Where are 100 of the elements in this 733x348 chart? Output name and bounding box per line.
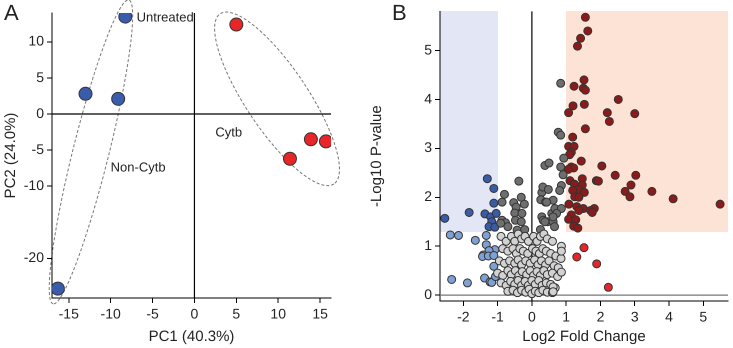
point <box>464 208 474 217</box>
point <box>470 236 480 245</box>
point <box>564 108 574 118</box>
y-tick-label: 1 <box>424 237 432 254</box>
x-tick-label: 10 <box>270 305 286 322</box>
annotation: Non-Cytb <box>110 160 166 175</box>
point <box>604 282 613 292</box>
x-tick-label: 2 <box>596 308 605 324</box>
y-tick-label: 4 <box>424 90 432 106</box>
point <box>568 101 578 110</box>
point <box>482 230 491 240</box>
point <box>610 170 620 180</box>
x-tick-label: -2 <box>457 308 470 324</box>
point <box>282 152 297 166</box>
point <box>580 100 589 109</box>
point <box>454 230 464 240</box>
point <box>489 251 498 260</box>
x-tick-label: 0 <box>190 305 199 322</box>
point <box>52 282 65 296</box>
point <box>516 217 526 226</box>
point <box>580 243 588 252</box>
point <box>576 156 586 166</box>
point <box>626 180 636 190</box>
point <box>614 94 623 104</box>
point <box>517 208 526 218</box>
point <box>647 186 656 196</box>
x-axis-title: Log2 Fold Change <box>522 328 646 346</box>
point <box>462 278 472 288</box>
point <box>555 186 564 195</box>
point <box>574 206 584 215</box>
point <box>498 198 507 207</box>
point <box>602 108 612 118</box>
point <box>580 188 589 197</box>
point <box>440 214 450 223</box>
point <box>304 132 318 146</box>
point <box>503 222 512 232</box>
point <box>489 184 498 193</box>
x-tick-label: 15 <box>312 305 328 322</box>
y-axis-title: PC2 (24.0%) <box>2 112 20 198</box>
point <box>564 200 574 209</box>
x-tick-label: 3 <box>630 308 639 324</box>
y-tick-label: -10 <box>24 177 44 194</box>
point <box>550 222 560 232</box>
point <box>597 161 606 170</box>
point <box>482 174 492 184</box>
point <box>558 170 568 180</box>
point <box>568 132 578 142</box>
point <box>496 218 506 228</box>
point <box>78 86 93 101</box>
y-tick-label: 0 <box>36 104 44 121</box>
point <box>580 75 588 84</box>
point <box>580 124 590 134</box>
point <box>625 192 634 202</box>
point <box>447 274 456 284</box>
point <box>583 26 592 36</box>
point <box>229 18 244 32</box>
y-tick-label: 10 <box>28 32 44 49</box>
x-tick-label: -10 <box>100 305 121 322</box>
point <box>500 190 509 199</box>
point <box>573 224 582 233</box>
y-tick-label: -20 <box>24 249 44 266</box>
point <box>489 198 498 208</box>
point <box>548 212 558 222</box>
point <box>544 184 553 194</box>
point <box>580 12 590 22</box>
point <box>574 192 584 202</box>
point <box>572 42 582 51</box>
point <box>620 186 630 196</box>
point <box>576 34 586 43</box>
y-tick-label: 0 <box>424 286 432 302</box>
point <box>559 154 568 163</box>
point <box>492 208 501 218</box>
y-tick-label: 5 <box>36 68 44 85</box>
x-axis-title: PC1 (40.3%) <box>148 328 234 346</box>
point <box>544 158 554 168</box>
y-axis-title: -Log10 P-value <box>368 105 386 208</box>
point <box>516 192 526 202</box>
x-tick-label: -15 <box>58 305 80 322</box>
point <box>570 82 579 91</box>
point <box>556 130 566 140</box>
chart-title: A <box>4 0 19 26</box>
point <box>514 176 524 186</box>
point <box>556 78 566 88</box>
point <box>668 194 678 204</box>
point <box>556 162 566 172</box>
point <box>604 116 614 126</box>
point <box>592 259 602 268</box>
y-tick-label: 5 <box>424 41 432 58</box>
point <box>572 252 582 262</box>
y-tick-label: 3 <box>424 139 432 156</box>
x-tick-label: 5 <box>232 305 240 322</box>
point <box>446 230 455 240</box>
x-tick-label: -5 <box>146 305 159 322</box>
annotation: Untreated <box>136 10 194 25</box>
point <box>630 109 640 118</box>
x-tick-label: 4 <box>665 308 674 324</box>
x-tick-label: 0 <box>528 308 536 324</box>
y-tick-label: -5 <box>32 140 44 157</box>
y-tick-label: 2 <box>424 188 432 204</box>
point <box>520 200 529 209</box>
